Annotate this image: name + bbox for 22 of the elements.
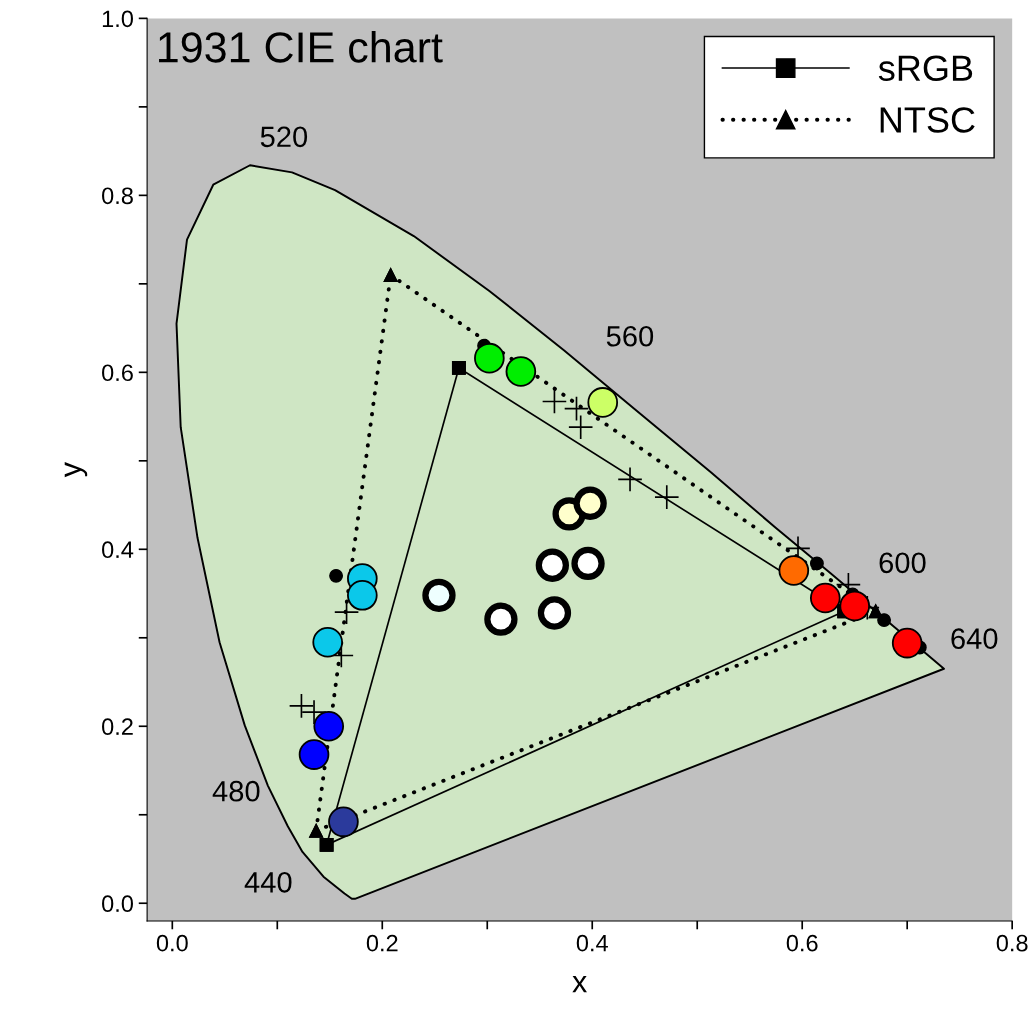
annotation: 640	[951, 628, 998, 649]
chart-title: 1931 CIE chart	[159, 31, 443, 63]
x-axis-title: x	[572, 976, 587, 993]
legend-label: sRGB	[878, 55, 973, 82]
x-tick-label: 0.8	[996, 934, 1028, 952]
y-tick-label: 0.0	[102, 895, 133, 913]
y-tick-label: 0.8	[102, 187, 133, 205]
y-tick-label: 0.6	[102, 364, 133, 382]
y-tick-label: 0.2	[102, 718, 133, 736]
annotation: 560	[606, 325, 654, 347]
x-tick-label: 0.4	[576, 934, 608, 952]
legend-label: NTSC	[880, 107, 975, 133]
x-tick-label: 0.0	[156, 934, 188, 952]
annotation: 480	[212, 780, 260, 802]
x-tick-label: 0.6	[786, 934, 818, 952]
y-tick-label: 1.0	[102, 10, 133, 28]
y-tick-label: 0.4	[102, 541, 134, 559]
annotation: 600	[879, 552, 926, 574]
annotation: 440	[244, 872, 292, 893]
x-tick-label: 0.2	[366, 934, 398, 952]
annotation: 520	[260, 126, 308, 148]
y-axis-title: y	[64, 462, 88, 478]
